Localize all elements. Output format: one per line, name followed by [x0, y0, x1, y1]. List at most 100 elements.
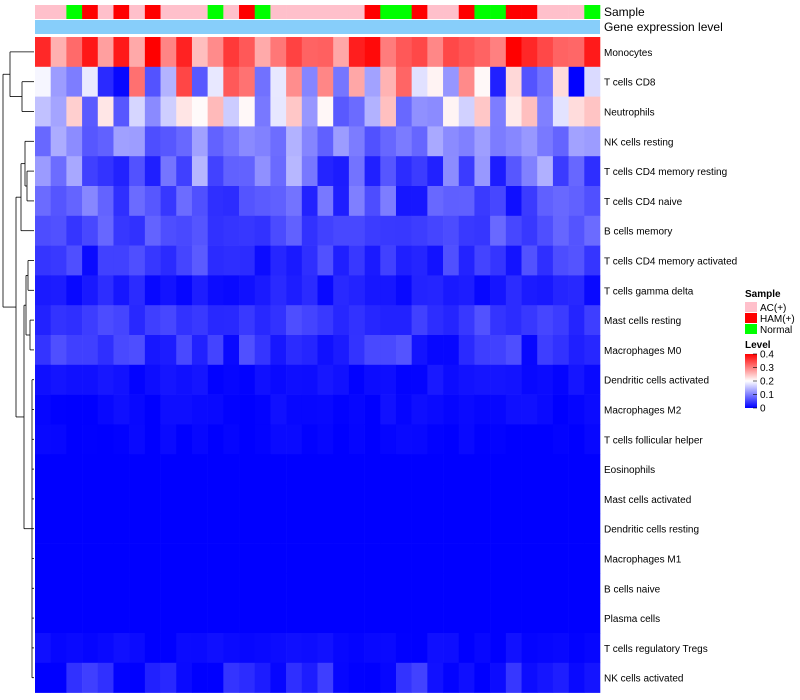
heatmap-cell	[207, 454, 224, 485]
heatmap-cell	[207, 633, 224, 664]
heatmap-cell	[286, 662, 303, 693]
heatmap-cell	[97, 215, 114, 246]
heatmap-cell	[144, 215, 161, 246]
heatmap-cell	[521, 364, 538, 395]
heatmap-cell	[160, 37, 177, 68]
heatmap-cell	[395, 424, 412, 455]
row-label: Mast cells resting	[604, 316, 681, 327]
heatmap-cell	[490, 573, 507, 604]
heatmap-cell	[505, 186, 522, 217]
heatmap-cell	[207, 662, 224, 693]
heatmap-cell	[474, 424, 491, 455]
heatmap-cell	[223, 394, 240, 425]
heatmap-cell	[427, 454, 444, 485]
sample-cell	[364, 5, 381, 19]
heatmap-cell	[66, 215, 83, 246]
heatmap-cell	[411, 186, 428, 217]
heatmap-cell	[584, 96, 601, 127]
heatmap-cell	[129, 245, 146, 276]
heatmap-cell	[82, 603, 99, 634]
row-dendrogram	[2, 51, 34, 679]
heatmap-cell	[129, 275, 146, 306]
heatmap-cell	[537, 186, 554, 217]
heatmap-cell	[458, 305, 475, 336]
heatmap-cell	[568, 454, 585, 485]
heatmap-cell	[490, 394, 507, 425]
heatmap-cell	[521, 543, 538, 574]
heatmap-cell	[380, 364, 397, 395]
heatmap-cell	[348, 364, 365, 395]
heatmap-cell	[254, 186, 271, 217]
sample-legend-swatch	[745, 324, 757, 334]
heatmap-cell	[348, 662, 365, 693]
heatmap-cell	[97, 305, 114, 336]
heatmap-cell	[207, 513, 224, 544]
heatmap-cell	[286, 245, 303, 276]
heatmap-cell	[552, 603, 569, 634]
heatmap-cell	[301, 484, 318, 515]
heatmap-cell	[333, 424, 350, 455]
level-tick-label: 0.2	[760, 377, 774, 388]
heatmap-cell	[50, 96, 67, 127]
heatmap-cell	[395, 126, 412, 157]
heatmap-cell	[537, 96, 554, 127]
heatmap-cell	[490, 305, 507, 336]
heatmap-cell	[521, 394, 538, 425]
heatmap-cell	[380, 424, 397, 455]
sample-cell	[113, 5, 130, 19]
heatmap-cell	[35, 573, 51, 604]
heatmap-cell	[364, 126, 381, 157]
heatmap-cell	[66, 543, 83, 574]
heatmap-cell	[286, 424, 303, 455]
heatmap-cell	[427, 394, 444, 425]
sample-cell	[474, 5, 491, 19]
heatmap-cell	[411, 37, 428, 68]
heatmap-cell	[254, 454, 271, 485]
heatmap-cell	[317, 543, 334, 574]
heatmap-cell	[443, 96, 460, 127]
heatmap-cell	[286, 603, 303, 634]
heatmap-cell	[411, 484, 428, 515]
heatmap-cell	[144, 573, 161, 604]
heatmap-cell	[537, 215, 554, 246]
heatmap-cell	[160, 126, 177, 157]
heatmap-cell	[380, 156, 397, 187]
heatmap-cell	[129, 662, 146, 693]
heatmap-cell	[364, 484, 381, 515]
sample-legend-title: Sample	[745, 289, 781, 300]
heatmap-cell	[50, 126, 67, 157]
heatmap-cell	[97, 335, 114, 366]
row-label: B cells memory	[604, 227, 672, 238]
heatmap-cell	[490, 37, 507, 68]
heatmap-cell	[223, 66, 240, 97]
heatmap-cell	[348, 186, 365, 217]
heatmap-cell	[66, 633, 83, 664]
heatmap-cell	[191, 37, 208, 68]
heatmap-cell	[552, 66, 569, 97]
heatmap-cell	[458, 245, 475, 276]
heatmap-cell	[490, 126, 507, 157]
heatmap-cell	[270, 484, 287, 515]
heatmap-cell	[395, 454, 412, 485]
heatmap-cell	[364, 335, 381, 366]
heatmap-cell	[395, 484, 412, 515]
heatmap-cell	[552, 364, 569, 395]
heatmap-cell	[50, 513, 67, 544]
heatmap-cell	[584, 573, 601, 604]
heatmap-cell	[223, 454, 240, 485]
heatmap-cell	[537, 66, 554, 97]
heatmap-cell	[474, 662, 491, 693]
heatmap-cell	[552, 662, 569, 693]
heatmap-cell	[427, 662, 444, 693]
heatmap-cell	[254, 37, 271, 68]
heatmap-cell	[97, 394, 114, 425]
heatmap-cell	[207, 543, 224, 574]
heatmap-cell	[82, 305, 99, 336]
row-label: T cells regulatory Tregs	[604, 644, 708, 655]
heatmap-cell	[176, 603, 193, 634]
heatmap-cell	[584, 186, 601, 217]
heatmap-cell	[301, 603, 318, 634]
heatmap-cell	[458, 394, 475, 425]
heatmap-cell	[443, 37, 460, 68]
heatmap-cell	[144, 424, 161, 455]
